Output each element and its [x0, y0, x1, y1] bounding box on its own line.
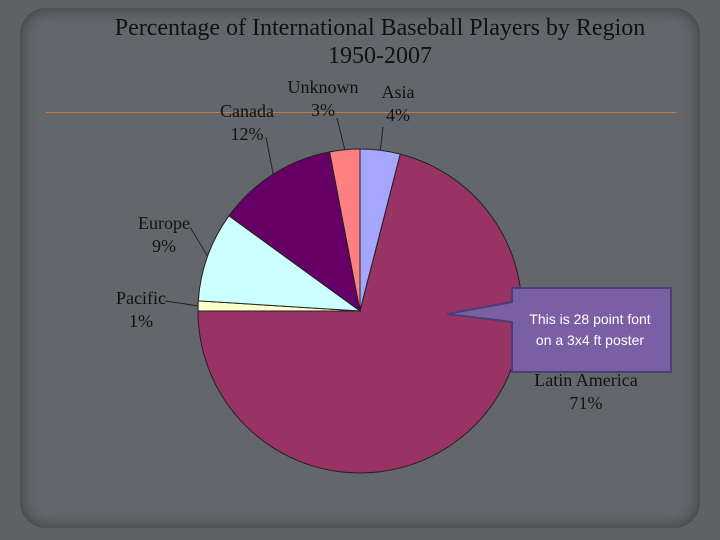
- label-pacific: Pacific 1%: [116, 288, 166, 331]
- label-asia-name: Asia: [382, 82, 415, 102]
- callout-box: [446, 287, 672, 373]
- label-europe-name: Europe: [138, 213, 190, 233]
- pie-slice-unknown: [329, 148, 361, 312]
- leader-line-unknown: [336, 117, 346, 150]
- label-canada: Canada 12%: [220, 101, 274, 144]
- label-latin-america-name: Latin America: [534, 370, 637, 390]
- label-latin-america-value: 71%: [570, 393, 603, 413]
- leader-line-canada: [265, 136, 274, 175]
- leader-line-europe: [189, 226, 209, 257]
- chart-subtitle: 1950-2007: [328, 43, 432, 69]
- label-canada-name: Canada: [220, 101, 274, 121]
- label-canada-value: 12%: [231, 124, 264, 144]
- pie-slice-europe: [197, 215, 362, 312]
- label-europe: Europe 9%: [138, 213, 190, 256]
- label-asia: Asia 4%: [382, 82, 415, 125]
- pie-slices: [197, 148, 523, 474]
- pie-slice-canada: [228, 151, 361, 313]
- label-pacific-value: 1%: [129, 311, 153, 331]
- leader-line-pacific: [164, 300, 199, 307]
- chart-title: Percentage of International Baseball Pla…: [115, 15, 646, 41]
- label-europe-value: 9%: [152, 236, 176, 256]
- callout-line-2: on a 3x4 ft poster: [536, 332, 645, 348]
- callout-line-1: This is 28 point font: [529, 311, 651, 327]
- leader-line-asia: [379, 126, 384, 151]
- label-unknown-value: 3%: [311, 100, 335, 120]
- leader-lines: [164, 117, 384, 307]
- divider-line: [46, 112, 676, 113]
- label-latin-america: Latin America 71%: [534, 370, 637, 413]
- label-unknown-name: Unknown: [288, 77, 359, 97]
- callout: This is 28 point font on a 3x4 ft poster: [446, 287, 672, 373]
- pie-slice-latin-america: [197, 153, 523, 474]
- label-asia-value: 4%: [386, 105, 410, 125]
- label-pacific-name: Pacific: [116, 288, 166, 308]
- label-unknown: Unknown 3%: [288, 77, 359, 120]
